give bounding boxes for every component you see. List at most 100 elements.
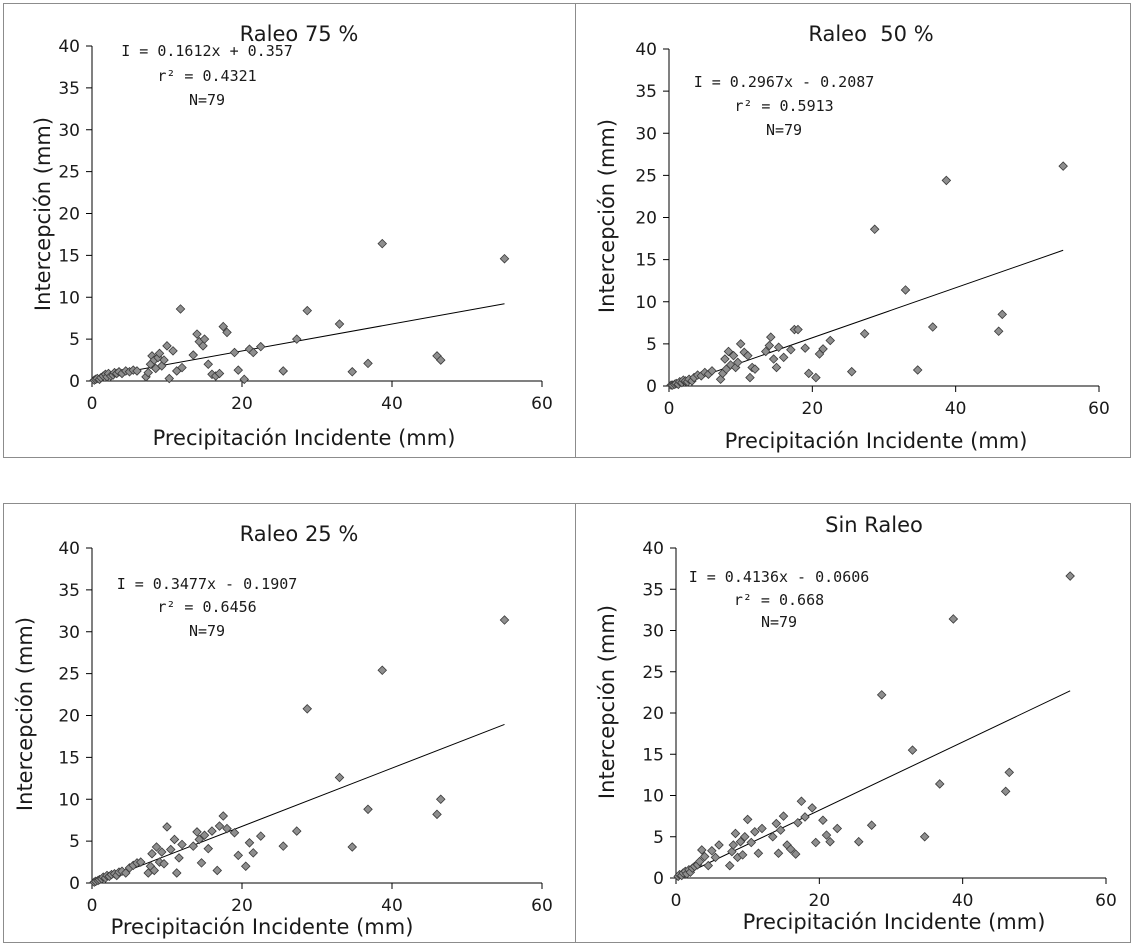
x-tick-label: 60 [1095,891,1117,911]
y-tick-label: 30 [58,623,80,643]
x-axis-label: Precipitación Incidente (mm) [725,429,1028,453]
scatter-chart: 0 5 10 15 20 25 30 35 40 0 20 40 60 Raleo 25 % Precipi… [13,522,553,939]
data-point [773,848,784,859]
y-tick-label: 20 [58,205,80,225]
y-tick-label: 25 [58,665,80,685]
x-tick-label: 40 [381,394,403,414]
data-point [800,812,810,822]
data-point [785,844,796,854]
y-axis-label: Intercepción (mm) [31,117,55,311]
regression-annotation: r² = 0.4321 [157,67,256,85]
data-point [730,828,741,839]
data-point [697,845,707,855]
y-tick-label: 35 [58,79,80,99]
data-point [159,355,169,365]
data-point [790,849,801,859]
data-point [278,841,289,851]
data-point [291,334,302,344]
data-point [710,852,721,863]
data-point [775,825,786,835]
regression-annotation: N=79 [189,91,225,109]
data-point [907,745,918,755]
data-point [255,831,266,841]
data-point [1065,571,1075,581]
data-point [766,332,776,342]
data-point [778,352,789,363]
data-point [363,358,373,369]
y-tick-label: 10 [58,790,80,810]
data-point [291,826,302,836]
data-point [714,840,724,850]
data-point [162,822,172,832]
y-axis-label: Intercepción (mm) [13,617,37,811]
data-point [147,848,157,859]
y-tick-label: 15 [635,251,657,271]
data-point [214,368,225,379]
data-point [194,834,205,845]
data-point [832,823,843,834]
data-point [222,327,232,338]
data-point [192,827,202,837]
data-point [825,335,836,346]
chart-title: Raleo 50 % [808,22,933,46]
x-tick-label: 0 [87,394,98,414]
data-point [912,365,923,375]
data-point [196,858,207,868]
data-point [800,343,810,353]
data-point [866,820,877,830]
data-point [240,861,251,872]
data-point [703,860,714,871]
data-point [162,341,172,351]
data-point [728,840,739,850]
y-tick-label: 5 [69,330,80,350]
data-point [941,175,952,186]
regression-annotation: N=79 [761,613,797,631]
data-point [143,367,154,378]
data-point [818,344,828,354]
chart-panel-raleo-50: 0 5 10 15 20 25 30 35 40 0 20 40 60 Raleo 50 % Precipi… [575,3,1131,458]
data-point [948,614,959,624]
data-point [919,831,930,842]
y-tick-label: 10 [58,288,80,308]
data-point [151,842,162,852]
y-tick-label: 30 [635,124,657,144]
x-tick-label: 20 [802,399,824,419]
regression-annotation: r² = 0.5913 [734,97,833,115]
data-point [347,367,358,377]
y-tick-label: 15 [58,748,80,768]
data-point [154,348,165,359]
y-tick-label: 20 [642,704,664,724]
regression-annotation: r² = 0.668 [734,591,824,609]
data-point [229,827,240,838]
y-tick-label: 5 [646,335,657,355]
data-point [699,851,710,862]
x-tick-label: 20 [231,394,253,414]
data-point [198,341,208,351]
data-point [771,362,782,373]
x-tick-label: 20 [809,891,831,911]
x-axis-label: Precipitación Incidente (mm) [153,426,456,450]
data-point [750,827,760,837]
regression-annotation: I = 0.3477x - 0.1907 [117,575,298,593]
data-point [786,345,796,355]
data-point [1058,161,1068,171]
data-point [778,811,789,821]
y-tick-label: 35 [58,581,80,601]
regression-annotation: I = 0.2967x - 0.2087 [694,73,875,91]
data-point [248,848,259,858]
data-point [347,842,358,852]
data-point [1004,767,1015,778]
y-tick-label: 10 [642,787,664,807]
x-tick-label: 40 [945,399,967,419]
data-point [212,865,223,876]
data-point [735,339,746,349]
data-point [165,844,176,855]
data-point [725,360,736,370]
data-point [188,350,199,360]
y-tick-label: 40 [642,539,664,559]
data-point [821,830,832,840]
data-point [818,815,828,826]
x-tick-label: 0 [87,896,98,916]
data-point [768,354,779,364]
data-point [499,615,510,625]
